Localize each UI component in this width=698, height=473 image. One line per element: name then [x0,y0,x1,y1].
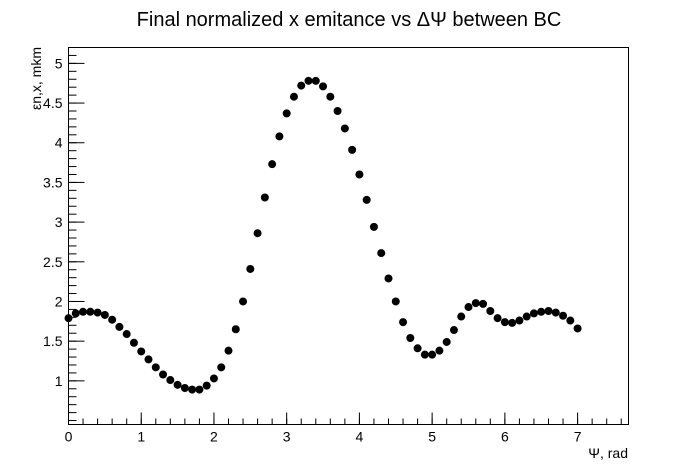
data-point [93,308,102,317]
data-point [377,249,386,258]
x-axis-ticks [68,412,622,425]
data-point [166,376,175,385]
x-tick-label: 2 [210,429,218,445]
data-point [79,307,88,316]
y-axis-tick-labels: 1 1.5 2 2.5 3 3.5 4 4.5 5 [43,55,63,388]
data-point [108,315,117,324]
x-tick-label: 1 [137,429,145,445]
data-point [544,307,553,316]
data-point [173,380,182,389]
data-point [500,318,509,327]
data-point [71,309,80,318]
data-point [319,82,328,91]
data-point [209,374,218,383]
plot-frame [68,47,629,425]
data-point [369,222,378,231]
data-point [442,337,451,346]
data-point [195,385,204,394]
data-point [304,76,313,85]
y-tick-label: 2 [55,293,63,309]
x-tick-label: 7 [574,429,582,445]
data-point [217,363,226,372]
y-tick-label: 4 [55,135,63,151]
data-point [399,318,408,327]
data-point [340,124,349,133]
data-point [188,385,197,394]
data-point [391,297,400,306]
data-point [129,338,138,347]
data-point [348,145,357,154]
data-point [246,264,255,273]
data-point [144,355,153,364]
data-point [486,307,495,316]
data-point [573,324,582,333]
data-point [362,195,371,204]
y-tick-label: 1.5 [43,333,63,349]
data-point [115,322,124,331]
data-point [479,299,488,308]
data-point [86,307,95,316]
data-point [260,193,269,202]
y-tick-label: 2.5 [43,254,63,270]
data-point [471,299,480,308]
y-tick-label: 3.5 [43,174,63,190]
data-point [428,350,437,359]
data-point [333,106,342,115]
data-point [253,229,262,238]
x-tick-label: 3 [283,429,291,445]
data-point [231,325,240,334]
y-axis-ticks [68,47,85,422]
data-point [529,309,538,318]
y-axis-label: εn,x, mkm [28,47,44,110]
data-point [268,160,277,169]
data-point [326,92,335,101]
data-point [464,303,473,312]
data-point [202,381,211,390]
data-point [64,314,73,323]
data-point [180,383,189,392]
data-point [449,326,458,335]
y-tick-label: 3 [55,214,63,230]
data-point [435,346,444,355]
y-tick-label: 4.5 [43,95,63,111]
data-point [537,307,546,316]
data-point [559,311,568,320]
data-points [64,76,582,394]
data-point [311,76,320,85]
data-point [508,318,517,327]
data-point [100,310,109,319]
y-tick-label: 1 [55,373,63,389]
data-point [457,312,466,321]
data-point [275,132,284,141]
data-point [406,333,415,342]
data-point [515,316,524,325]
data-point [151,363,160,372]
x-tick-label: 4 [356,429,364,445]
data-point [551,308,560,317]
x-tick-label: 0 [65,429,73,445]
data-point [566,316,575,325]
data-point [493,314,502,323]
x-tick-label: 5 [428,429,436,445]
data-point [522,312,531,321]
data-point [297,81,306,90]
data-point [239,297,248,306]
data-point [159,370,168,379]
data-point [289,92,298,101]
data-point [122,330,131,339]
data-point [413,344,422,353]
x-tick-label: 6 [501,429,509,445]
data-point [355,170,364,179]
data-point [384,274,393,283]
x-axis-tick-labels: 0 1 2 3 4 5 6 7 [65,429,582,445]
data-point [420,350,429,359]
data-point [137,347,146,356]
chart-title: Final normalized x emitance vs ΔΨ betwee… [137,9,562,31]
y-tick-label: 5 [55,55,63,71]
x-axis-label: Ψ, rad [588,445,628,461]
data-point [224,346,233,355]
data-point [282,109,291,118]
